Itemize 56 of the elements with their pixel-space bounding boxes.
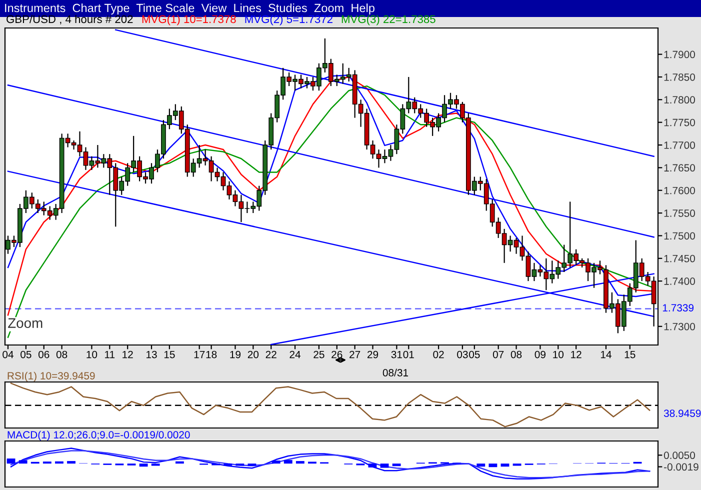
chart-title: GBP/USD , 4 hours # 202: [6, 14, 133, 24]
text: MVG(1) 10=1.7378: [142, 14, 236, 26]
x-tick-label: 12: [571, 350, 582, 358]
x-tick-label: 15: [164, 350, 175, 358]
x-tick-label: 03: [457, 350, 468, 358]
annotation: Zoom: [8, 318, 42, 328]
x-tick-label: 25: [314, 350, 324, 358]
x-tick-label: 19: [230, 350, 241, 358]
chart-title: MACD(1) 12.0;26.0;9.0=-0.0019/0.0020: [8, 430, 190, 441]
x-tick-label: 02: [433, 350, 444, 358]
chart-title: RSI(1) 10=39.9459: [8, 372, 95, 382]
y-tick-label: 1.7500: [664, 232, 696, 240]
text: MVG(3) 22=1.7385: [342, 14, 436, 26]
x-tick-label: 10: [86, 350, 98, 358]
x-tick-label: 18: [206, 350, 217, 358]
y-tick-label: 1.7850: [664, 73, 696, 81]
x-tick-label: 04: [2, 350, 14, 358]
text: 38.9459: [664, 410, 701, 417]
y-tick-label: 1.7600: [664, 186, 696, 194]
y-tick-label: 1.7450: [664, 254, 696, 262]
x-tick-label: 26: [332, 350, 342, 358]
y-tick-label: 1.7300: [664, 322, 696, 330]
ref-line-label: 1.7339: [662, 304, 694, 312]
x-tick-label: 20: [248, 350, 259, 358]
y-tick-label: 1.7800: [664, 96, 696, 104]
text: MVG(2) 5=1.7372: [245, 14, 332, 26]
x-tick-label: 22: [266, 350, 276, 358]
x-axis-title: 08/31: [382, 368, 408, 376]
y-tick-label: 1.7550: [664, 210, 696, 217]
x-tick-label: 27: [350, 350, 360, 358]
x-tick-label: 17: [194, 350, 205, 358]
y-tick-label: 1.7750: [664, 118, 696, 126]
x-tick-label: 05: [469, 350, 480, 358]
x-tick-label: 10: [553, 350, 564, 358]
x-tick-label: 31: [391, 350, 402, 358]
x-tick-label: 09: [534, 350, 546, 358]
x-tick-label: 12: [122, 350, 133, 358]
x-tick-label: 13: [146, 350, 157, 358]
x-tick-label: 01: [403, 350, 414, 358]
y-tick-label: 1.7400: [664, 278, 696, 285]
x-tick-label: 07: [492, 350, 504, 358]
x-tick-label: 05: [20, 350, 32, 358]
y-tick-label: 1.7650: [664, 164, 696, 172]
text: Instruments Chart Type Time Scale View Lines Studies Zoom Help: [5, 4, 374, 15]
x-tick-label: 06: [38, 350, 50, 358]
y-tick-label: 1.7700: [664, 142, 696, 149]
x-tick-label: 29: [367, 350, 378, 358]
x-tick-label: 11: [105, 350, 115, 358]
x-tick-label: 08: [56, 350, 68, 358]
y-tick-label: -0.0019: [664, 463, 698, 471]
x-tick-label: 24: [290, 350, 301, 358]
y-tick-label: 0.0050: [664, 452, 696, 460]
y-tick-label: 1.7900: [664, 50, 696, 58]
x-tick-label: 08: [510, 350, 522, 358]
x-tick-label: 14: [600, 350, 612, 358]
x-tick-label: 15: [624, 350, 636, 358]
